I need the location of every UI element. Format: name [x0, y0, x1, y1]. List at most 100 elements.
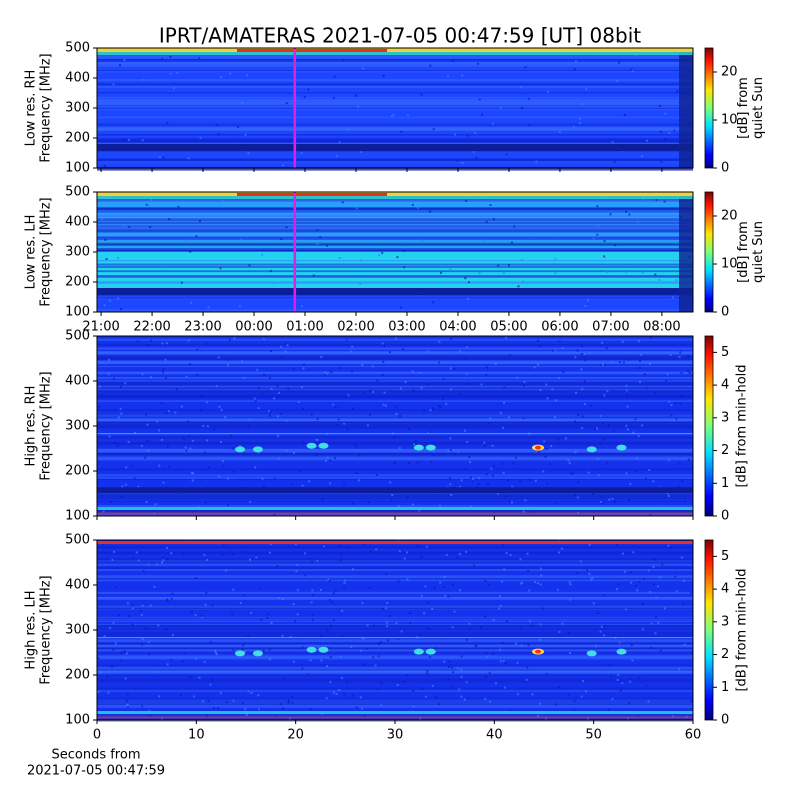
image-noise	[127, 223, 130, 226]
y-axis-label: Frequency [MHz]	[39, 197, 54, 306]
image-noise	[592, 602, 595, 605]
image-noise	[280, 238, 283, 241]
image-noise	[120, 412, 123, 415]
image-noise	[659, 649, 662, 652]
image-stripe	[97, 649, 693, 652]
image-noise	[258, 587, 261, 590]
image-noise	[673, 419, 676, 422]
y-tick-label: 400	[65, 71, 90, 86]
image-noise	[311, 618, 314, 621]
image-noise	[409, 621, 412, 624]
image-noise	[630, 68, 633, 71]
image-noise	[485, 220, 488, 223]
image-noise	[674, 402, 677, 405]
image-top	[237, 49, 387, 52]
image-noise	[558, 377, 561, 380]
image-noise	[517, 285, 520, 288]
image-noise	[458, 589, 461, 592]
image-noise	[331, 601, 334, 604]
image-noise	[140, 613, 143, 616]
image-noise	[649, 336, 652, 339]
image-noise	[499, 660, 502, 663]
image-burst	[616, 648, 627, 655]
image-noise	[386, 602, 389, 605]
y-tick-label: 500	[65, 185, 90, 200]
image-noise	[540, 574, 543, 577]
image-noise	[162, 481, 165, 484]
image-noise	[319, 236, 322, 239]
image-noise	[112, 621, 115, 624]
image-stripe	[97, 352, 693, 355]
image-noise	[217, 356, 220, 359]
image-stripe	[97, 616, 693, 619]
image-noise	[287, 387, 290, 390]
image-noise	[449, 267, 452, 270]
image-noise	[190, 471, 193, 474]
image-stripe	[97, 123, 693, 126]
image-noise	[112, 648, 115, 651]
image-noise	[474, 645, 477, 648]
image-noise	[326, 456, 329, 459]
image-noise	[261, 477, 264, 480]
image-stripe	[97, 71, 693, 73]
image-noise	[166, 445, 169, 448]
image-noise	[419, 633, 422, 636]
image-noise	[307, 673, 310, 676]
image-noise	[237, 125, 240, 128]
image-top	[97, 196, 693, 199]
image-stripe	[97, 680, 693, 683]
image-noise	[541, 607, 544, 610]
image-noise	[553, 349, 556, 352]
image-noise	[396, 256, 399, 259]
image-noise	[198, 676, 201, 679]
image-noise	[590, 405, 593, 408]
image-noise	[531, 693, 534, 696]
image-noise	[294, 619, 297, 622]
image-noise	[97, 690, 100, 693]
image-noise	[97, 423, 100, 426]
image-noise	[504, 495, 507, 498]
image-noise	[632, 431, 635, 434]
image-noise	[177, 205, 180, 208]
image-noise	[109, 627, 112, 630]
image-noise	[454, 133, 457, 136]
image-noise	[301, 667, 304, 670]
image-noise	[472, 150, 475, 153]
image-noise	[683, 643, 686, 646]
image-noise	[534, 479, 537, 482]
image-burst	[306, 646, 317, 653]
image-stripe	[97, 576, 693, 579]
x-tick-label: 03:00	[388, 320, 425, 335]
image-noise	[469, 461, 472, 464]
image-noise	[579, 560, 582, 563]
image-noise	[300, 152, 303, 155]
image-stripe	[97, 365, 693, 368]
image-noise	[376, 688, 379, 691]
image-noise	[206, 439, 209, 442]
image-stripe	[97, 101, 693, 104]
image-noise	[303, 96, 306, 99]
image-noise	[411, 370, 414, 373]
image-noise	[432, 128, 435, 131]
image-noise	[526, 666, 529, 669]
image-noise	[439, 581, 442, 584]
image-noise	[452, 671, 455, 674]
image-noise	[499, 604, 502, 607]
image-noise	[652, 480, 655, 483]
image-noise	[148, 204, 151, 207]
image-noise	[160, 402, 163, 405]
image-noise	[285, 102, 288, 105]
image-noise	[222, 464, 225, 467]
image-noise	[573, 699, 576, 702]
image-noise	[452, 583, 455, 586]
image-noise	[200, 394, 203, 397]
image-noise	[416, 461, 419, 464]
image-noise	[587, 717, 590, 720]
image-stripe	[97, 408, 693, 412]
image-noise	[554, 271, 557, 274]
image-noise	[194, 657, 197, 660]
image-noise	[342, 58, 345, 61]
image-noise	[180, 281, 183, 284]
image-noise	[628, 499, 631, 502]
image-noise	[246, 74, 249, 77]
